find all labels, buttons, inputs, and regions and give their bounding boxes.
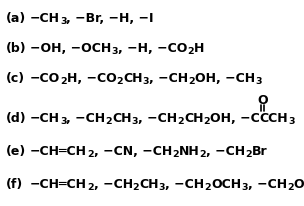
Text: −CH: −CH [30,12,60,25]
Text: (c): (c) [6,72,25,85]
Text: 3: 3 [288,116,295,125]
Text: 2: 2 [87,182,94,191]
Text: CH: CH [139,178,159,191]
Text: 3: 3 [255,77,262,85]
Text: 2: 2 [117,77,123,85]
Text: 2: 2 [60,77,67,85]
Text: (d): (d) [6,112,27,125]
Text: 2: 2 [187,47,194,56]
Text: (e): (e) [6,145,26,158]
Text: , −H, −CO: , −H, −CO [118,42,187,55]
Text: , −CN, −CH: , −CN, −CH [94,145,172,158]
Text: −CH: −CH [30,112,60,125]
Text: Br: Br [252,145,267,158]
Text: 2: 2 [87,149,94,158]
Text: 3: 3 [159,182,165,191]
Text: 2: 2 [203,116,210,125]
Text: OH, −CH: OH, −CH [195,72,255,85]
Text: O: O [257,94,268,107]
Text: 3: 3 [143,77,149,85]
Text: 2: 2 [205,182,211,191]
Text: 2: 2 [177,116,184,125]
Text: (b): (b) [6,42,27,55]
Text: 2: 2 [245,149,252,158]
Text: , −CH: , −CH [248,178,287,191]
Text: , −CH: , −CH [138,112,177,125]
Text: , −CH: , −CH [149,72,188,85]
Text: OCH: OCH [211,178,241,191]
Text: (f): (f) [6,178,23,191]
Text: 2: 2 [287,182,293,191]
Text: H, −CO: H, −CO [67,72,117,85]
Text: , −CH: , −CH [94,178,133,191]
Text: −CH═CH: −CH═CH [30,178,87,191]
Text: NH: NH [178,145,199,158]
Text: 2: 2 [105,116,112,125]
Text: , −Br, −H, −I: , −Br, −H, −I [67,12,154,25]
Text: (a): (a) [6,12,26,25]
Text: CCH: CCH [260,112,288,125]
Text: −OH, −OCH: −OH, −OCH [30,42,111,55]
Text: CH: CH [112,112,132,125]
Text: , −CH: , −CH [165,178,205,191]
Text: CH: CH [184,112,203,125]
Text: OH: OH [293,178,304,191]
Text: CH: CH [123,72,143,85]
Text: OH, −C: OH, −C [210,112,260,125]
Text: , −CH: , −CH [206,145,245,158]
Text: −CO: −CO [30,72,60,85]
Text: 3: 3 [241,182,248,191]
Text: 3: 3 [132,116,138,125]
Text: 3: 3 [60,116,67,125]
Text: H: H [194,42,204,55]
Text: −CH═CH: −CH═CH [30,145,87,158]
Text: , −CH: , −CH [67,112,105,125]
Text: 3: 3 [60,17,67,26]
Text: 3: 3 [111,47,118,56]
Text: 2: 2 [133,182,139,191]
Text: 2: 2 [188,77,195,85]
Text: 2: 2 [199,149,206,158]
Text: 2: 2 [172,149,178,158]
